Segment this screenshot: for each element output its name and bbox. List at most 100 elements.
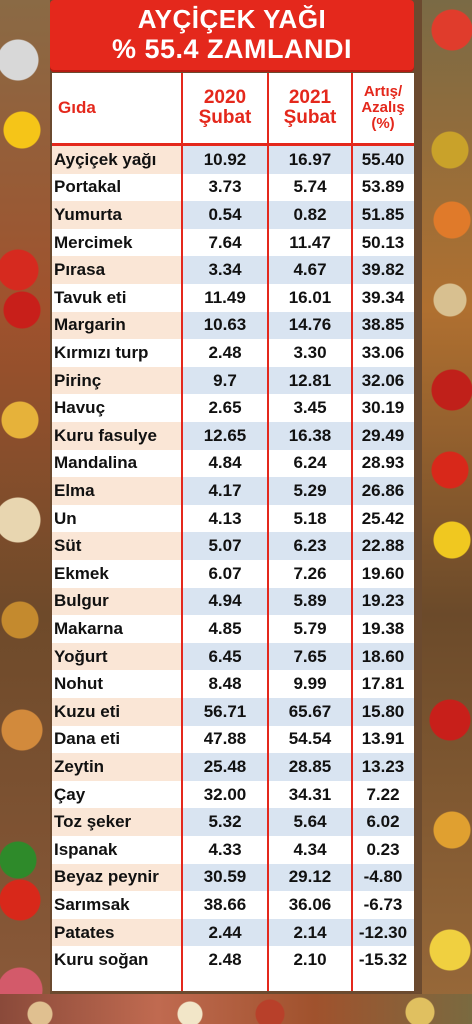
cell-2020: 10.63 bbox=[182, 311, 268, 340]
cell-food: Dana eti bbox=[54, 729, 121, 749]
table-row: Süt 5.07 6.23 22.88 bbox=[52, 532, 414, 560]
cell-2020: 3.73 bbox=[208, 177, 242, 197]
cell-2020: 4.13 bbox=[208, 508, 242, 528]
table-row: Mercimek 7.64 11.47 50.13 bbox=[52, 228, 414, 257]
cell-2020: 5.07 bbox=[182, 532, 268, 560]
cell-2020: 5.32 bbox=[182, 808, 268, 836]
cell-food: Çay bbox=[54, 784, 86, 804]
table-row: Ekmek 6.07 7.26 19.60 bbox=[52, 560, 414, 588]
cell-2020: 3.34 bbox=[182, 256, 268, 284]
column-divider bbox=[267, 73, 269, 991]
cell-2021: 16.97 bbox=[268, 146, 352, 174]
cell-change: 38.85 bbox=[352, 311, 414, 340]
cell-food: Pirinç bbox=[54, 370, 102, 390]
cell-2021: 28.85 bbox=[268, 753, 352, 781]
header-2021: 2021 Şubat bbox=[268, 73, 352, 143]
table-row: Bulgur 4.94 5.89 19.23 bbox=[52, 587, 414, 616]
cell-change: 51.85 bbox=[352, 201, 414, 229]
table-row: Un 4.13 5.18 25.42 bbox=[52, 504, 414, 533]
table-row: Çay 32.00 34.31 7.22 bbox=[52, 780, 414, 809]
table-row: Margarin 10.63 14.76 38.85 bbox=[52, 311, 414, 340]
cell-change: 15.80 bbox=[352, 698, 414, 726]
cell-change: 33.06 bbox=[361, 342, 405, 362]
table-row: Ayçiçek yağı 10.92 16.97 55.40 bbox=[52, 146, 414, 174]
table-row: Yoğurt 6.45 7.65 18.60 bbox=[52, 642, 414, 671]
header-2021-year: 2021 bbox=[288, 87, 332, 109]
cell-2020: 4.85 bbox=[208, 618, 242, 638]
cell-change: 50.13 bbox=[361, 232, 405, 252]
table-row: Dana eti 47.88 54.54 13.91 bbox=[52, 725, 414, 754]
cell-2021: 5.89 bbox=[268, 587, 352, 616]
cell-food: Süt bbox=[54, 536, 82, 556]
cell-2021: 0.82 bbox=[268, 201, 352, 229]
cell-food: Kuru fasulye bbox=[54, 425, 157, 445]
cell-2020: 4.33 bbox=[208, 839, 242, 859]
cell-change: 53.89 bbox=[361, 177, 405, 197]
cell-2020: 12.65 bbox=[182, 422, 268, 450]
cell-food: Nohut bbox=[54, 674, 104, 694]
cell-change: 19.38 bbox=[361, 618, 405, 638]
table-row: Portakal 3.73 5.74 53.89 bbox=[52, 173, 414, 202]
cell-change: 13.23 bbox=[352, 753, 414, 781]
cell-food: Pırasa bbox=[54, 260, 106, 280]
cell-food: Ayçiçek yağı bbox=[54, 149, 157, 169]
cell-food: Ispanak bbox=[54, 839, 118, 859]
cell-food: Patates bbox=[54, 922, 115, 942]
cell-2021: 4.34 bbox=[293, 839, 327, 859]
cell-2021: 5.74 bbox=[293, 177, 327, 197]
cell-2021: 5.64 bbox=[268, 808, 352, 836]
cell-2021: 5.79 bbox=[293, 618, 327, 638]
cell-2021: 6.23 bbox=[268, 532, 352, 560]
table-row: Kuru soğan 2.48 2.10 -15.32 bbox=[52, 946, 414, 974]
cell-2020: 11.49 bbox=[204, 287, 246, 307]
cell-2021: 65.67 bbox=[268, 698, 352, 726]
cell-2021: 3.30 bbox=[293, 342, 327, 362]
column-divider bbox=[351, 73, 353, 991]
cell-2021: 4.67 bbox=[268, 256, 352, 284]
cell-2020: 38.66 bbox=[203, 894, 247, 914]
cell-2020: 2.65 bbox=[208, 398, 242, 418]
cell-food: Bulgur bbox=[54, 591, 109, 611]
cell-change: 29.49 bbox=[352, 422, 414, 450]
header-2020-year: 2020 bbox=[203, 87, 247, 109]
header-2021-month: Şubat bbox=[283, 107, 337, 128]
cell-food: Tavuk eti bbox=[54, 287, 127, 307]
table-row: Elma 4.17 5.29 26.86 bbox=[52, 477, 414, 505]
cell-change: 17.81 bbox=[361, 674, 405, 694]
cell-2020: 2.48 bbox=[208, 342, 242, 362]
cell-2021: 29.12 bbox=[268, 863, 352, 892]
header-food-label: Gıda bbox=[58, 98, 96, 118]
food-border-left bbox=[0, 0, 50, 1024]
cell-food: Portakal bbox=[54, 177, 122, 197]
cell-2021: 2.14 bbox=[268, 918, 352, 947]
table-row: Mandalina 4.84 6.24 28.93 bbox=[52, 449, 414, 478]
table-row: Nohut 8.48 9.99 17.81 bbox=[52, 670, 414, 698]
table-row: Tavuk eti 11.49 16.01 39.34 bbox=[52, 284, 414, 312]
cell-2021: 9.99 bbox=[293, 674, 327, 694]
header-change-line2: Azalış bbox=[361, 99, 405, 117]
cell-change: 32.06 bbox=[352, 366, 414, 395]
table-row: Pirinç 9.7 12.81 32.06 bbox=[52, 366, 414, 395]
cell-food: Margarin bbox=[54, 315, 126, 335]
table-row: Beyaz peynir 30.59 29.12 -4.80 bbox=[52, 863, 414, 892]
table-row: Havuç 2.65 3.45 30.19 bbox=[52, 394, 414, 422]
cell-food: Beyaz peynir bbox=[54, 867, 159, 887]
cell-2020: 4.84 bbox=[208, 453, 242, 473]
column-divider bbox=[181, 73, 183, 991]
cell-change: 25.42 bbox=[361, 508, 405, 528]
cell-2020: 7.64 bbox=[208, 232, 242, 252]
cell-change: 13.91 bbox=[361, 729, 405, 749]
cell-2021: 5.29 bbox=[268, 477, 352, 505]
cell-food: Mandalina bbox=[54, 453, 138, 473]
table-row: Pırasa 3.34 4.67 39.82 bbox=[52, 256, 414, 284]
cell-2020: 9.7 bbox=[182, 366, 268, 395]
cell-change: 18.60 bbox=[352, 642, 414, 671]
cell-food: Kuru soğan bbox=[54, 950, 149, 970]
cell-change: -6.73 bbox=[363, 894, 403, 914]
food-border-right bbox=[422, 0, 472, 1024]
cell-2020: 4.94 bbox=[182, 587, 268, 616]
food-border-bottom bbox=[0, 994, 472, 1024]
cell-2021: 3.45 bbox=[293, 398, 327, 418]
header-change-line1: Artış/ bbox=[363, 83, 403, 101]
cell-food: Un bbox=[54, 508, 77, 528]
